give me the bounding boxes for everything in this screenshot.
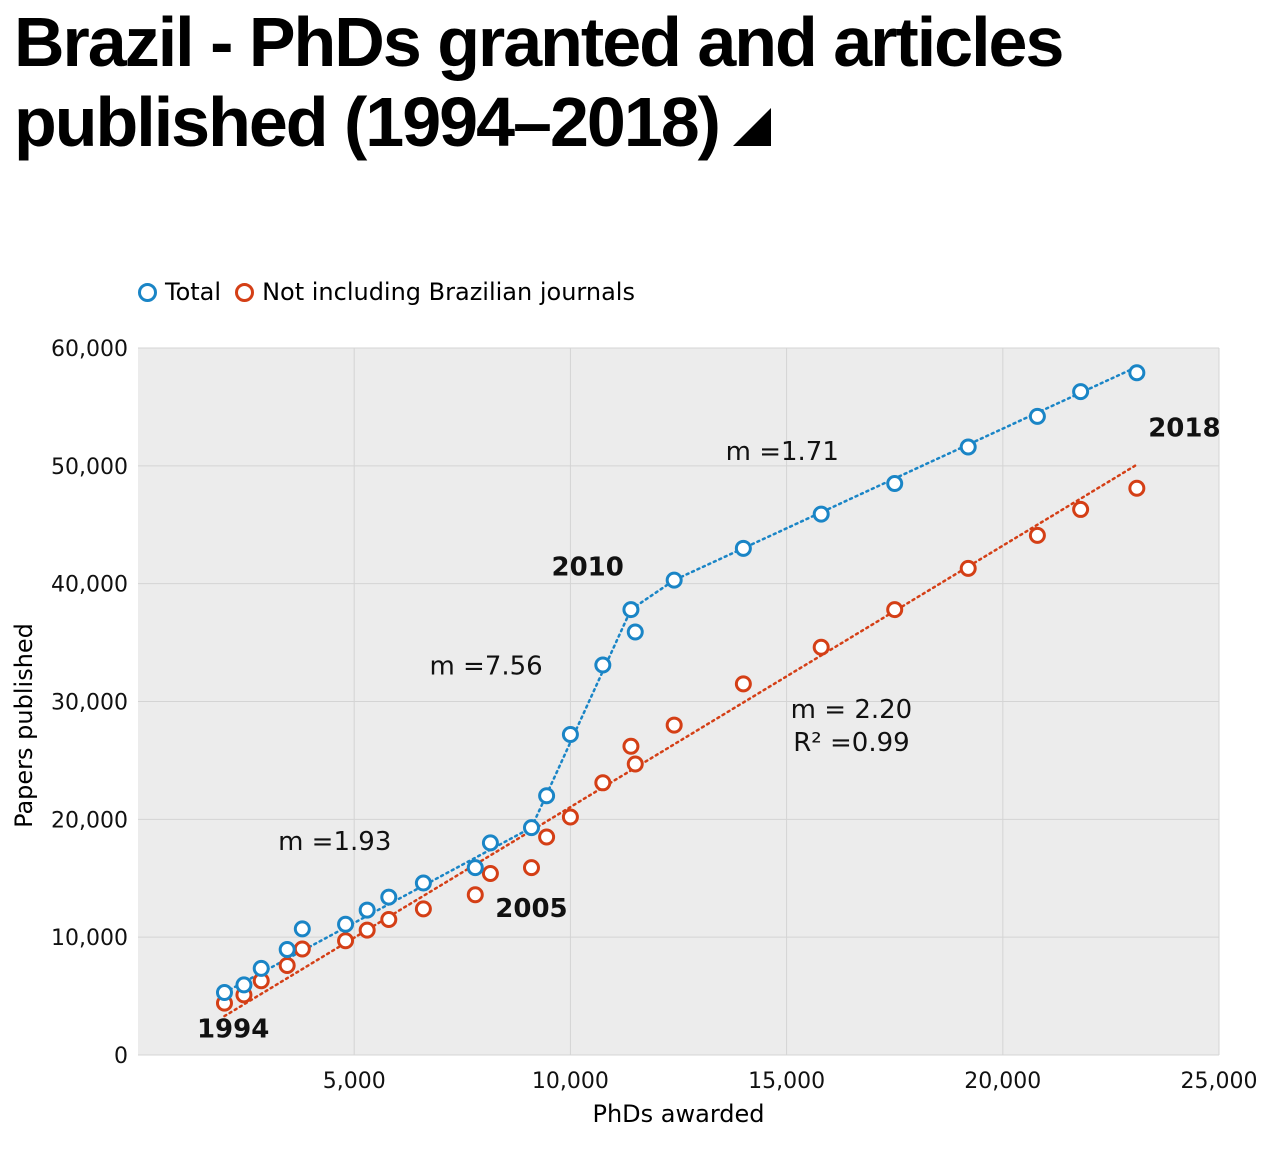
data-point-not-brazilian	[538, 828, 556, 846]
y-tick-label: 30,000	[51, 691, 128, 716]
trend-line	[223, 826, 533, 994]
data-point-total	[337, 915, 355, 933]
data-point-not-brazilian	[626, 755, 644, 773]
data-point-total	[561, 725, 579, 743]
data-point-not-brazilian	[1028, 526, 1046, 544]
triangle-icon	[733, 108, 771, 146]
data-point-not-brazilian	[594, 774, 612, 792]
chart-title-text: Brazil - PhDs granted and articles publi…	[14, 3, 1064, 161]
data-point-total	[252, 959, 270, 977]
data-point-total	[215, 984, 233, 1002]
slope-annotation: m =7.56	[429, 651, 542, 681]
year-annotation: 2005	[495, 894, 567, 924]
data-point-total	[466, 859, 484, 877]
y-tick-label: 20,000	[51, 808, 128, 833]
data-point-total	[235, 976, 253, 994]
data-point-not-brazilian	[812, 638, 830, 656]
y-tick-label: 60,000	[51, 337, 128, 362]
data-point-total	[481, 834, 499, 852]
data-point-not-brazilian	[1128, 479, 1146, 497]
data-point-total	[293, 920, 311, 938]
data-point-not-brazilian	[414, 900, 432, 918]
data-point-total	[1072, 383, 1090, 401]
data-point-not-brazilian	[886, 601, 904, 619]
data-point-total	[886, 475, 904, 493]
x-tick-label: 15,000	[748, 1069, 825, 1094]
data-point-not-brazilian	[466, 886, 484, 904]
trend-line	[223, 463, 1139, 1018]
data-point-not-brazilian	[734, 675, 752, 693]
data-point-not-brazilian	[622, 737, 640, 755]
legend-marker-total	[138, 282, 157, 302]
slope-annotation: m =1.93	[278, 827, 391, 857]
data-point-not-brazilian	[522, 859, 540, 877]
legend-item-total: Total	[138, 278, 221, 306]
legend-item-not-brazilian: Not including Brazilian journals	[235, 278, 635, 306]
data-point-total	[358, 901, 376, 919]
data-point-total	[622, 601, 640, 619]
data-point-total	[626, 623, 644, 641]
year-annotation: 2018	[1148, 413, 1220, 443]
data-point-total	[522, 819, 540, 837]
data-point-total	[380, 888, 398, 906]
x-tick-label: 25,000	[1181, 1069, 1258, 1094]
data-point-not-brazilian	[337, 932, 355, 950]
data-point-not-brazilian	[380, 910, 398, 928]
slope-annotation: m = 2.20	[791, 695, 913, 725]
data-point-not-brazilian	[1072, 500, 1090, 518]
y-tick-label: 40,000	[51, 573, 128, 598]
data-point-total	[665, 571, 683, 589]
data-point-not-brazilian	[278, 956, 296, 974]
slope-annotation: m =1.71	[726, 437, 839, 467]
trend-line	[629, 365, 1139, 611]
legend-marker-not-brazilian	[235, 282, 255, 302]
y-tick-label: 0	[114, 1044, 128, 1069]
x-axis-label: PhDs awarded	[592, 1100, 764, 1128]
year-annotation: 1994	[197, 1014, 269, 1044]
legend: Total Not including Brazilian journals	[138, 278, 649, 306]
data-point-total	[1128, 364, 1146, 382]
data-point-not-brazilian	[481, 865, 499, 883]
x-tick-label: 10,000	[532, 1069, 609, 1094]
x-tick-label: 5,000	[323, 1069, 386, 1094]
slope-annotation: R² =0.99	[793, 728, 909, 758]
y-tick-label: 50,000	[51, 455, 128, 480]
legend-label-total: Total	[165, 278, 222, 306]
data-point-total	[812, 505, 830, 523]
data-point-total	[594, 656, 612, 674]
data-point-not-brazilian	[959, 559, 977, 577]
data-point-not-brazilian	[561, 808, 579, 826]
data-point-total	[734, 539, 752, 557]
data-point-not-brazilian	[293, 940, 311, 958]
x-tick-label: 20,000	[964, 1069, 1041, 1094]
data-point-total	[959, 438, 977, 456]
year-annotation: 2010	[552, 552, 624, 582]
legend-label-not-brazilian: Not including Brazilian journals	[262, 278, 635, 306]
data-point-not-brazilian	[358, 921, 376, 939]
data-point-total	[278, 941, 296, 959]
data-point-total	[414, 874, 432, 892]
data-point-total	[538, 787, 556, 805]
trend-line	[530, 608, 633, 829]
chart-title: Brazil - PhDs granted and articles publi…	[14, 2, 1254, 162]
y-axis-label: Papers published	[10, 623, 38, 828]
data-point-not-brazilian	[665, 716, 683, 734]
y-tick-label: 10,000	[51, 926, 128, 951]
data-point-total	[1028, 407, 1046, 425]
